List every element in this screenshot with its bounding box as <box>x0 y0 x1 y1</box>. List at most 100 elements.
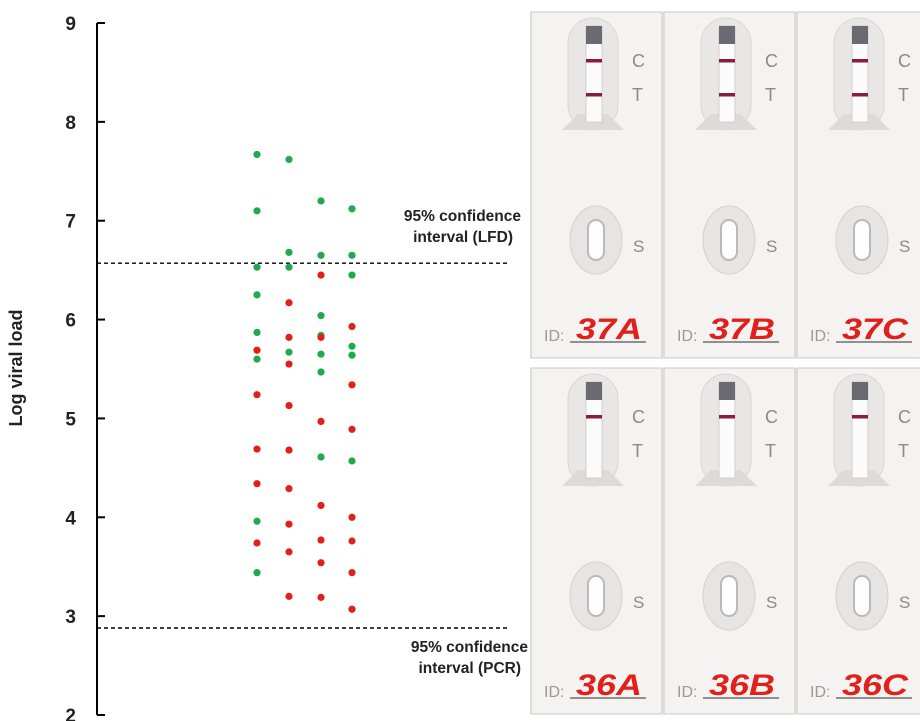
data-point <box>348 381 356 389</box>
sample-label: S <box>766 593 777 612</box>
control-label: C <box>765 407 778 427</box>
test-cassette: CT S ID: 36C <box>796 367 920 715</box>
sample-well <box>587 219 605 261</box>
control-line <box>852 415 868 419</box>
id-prefix: ID: <box>677 328 697 345</box>
y-tick-label-4: 4 <box>65 508 76 529</box>
y-tick-label-6: 6 <box>65 311 76 332</box>
data-point <box>253 328 261 337</box>
y-axis-label: Log viral load <box>6 309 26 426</box>
data-point <box>253 569 261 577</box>
sample-well <box>720 575 738 617</box>
test-line <box>852 93 868 97</box>
data-point <box>317 536 325 544</box>
strip-top <box>586 382 602 400</box>
control-line <box>586 415 602 419</box>
test-cassette: CT S ID: 36A <box>530 367 663 715</box>
strip-top <box>719 382 735 400</box>
confidence-label-line2: interval (LFD) <box>413 229 513 246</box>
data-point <box>285 348 293 356</box>
test-line <box>586 93 602 97</box>
y-tick-label-7: 7 <box>65 212 76 233</box>
data-point <box>285 299 293 307</box>
data-point <box>253 480 261 488</box>
control-label: C <box>898 407 911 427</box>
strip-top <box>719 26 735 44</box>
test-label: T <box>765 441 776 461</box>
data-point <box>317 593 325 601</box>
data-point <box>348 351 356 359</box>
y-tick-label-9: 9 <box>65 14 76 35</box>
test-cassette: CT S ID: 36B <box>663 367 796 715</box>
handwritten-id: 37B <box>709 313 775 346</box>
data-point <box>348 457 356 465</box>
data-point <box>253 391 261 399</box>
y-ticks: 2 3 4 5 6 7 8 9 <box>65 14 105 721</box>
sample-label: S <box>633 593 644 612</box>
test-label: T <box>765 85 776 105</box>
control-line <box>719 59 735 63</box>
y-tick-label-2: 2 <box>65 706 76 721</box>
confidence-label-line1: 95% confidence <box>411 639 529 656</box>
data-point <box>285 360 293 368</box>
data-point <box>253 539 261 547</box>
test-cassette: CT S ID: 37C <box>796 11 920 359</box>
data-point <box>348 322 356 331</box>
y-tick-label-8: 8 <box>65 113 76 134</box>
strip-top <box>586 26 602 44</box>
id-prefix: ID: <box>677 684 697 701</box>
data-point <box>285 333 293 341</box>
data-point <box>253 207 261 215</box>
data-point <box>253 355 261 363</box>
control-line <box>586 59 602 63</box>
test-line <box>719 93 735 97</box>
data-point <box>285 520 293 528</box>
data-point <box>285 263 293 271</box>
sample-well <box>587 575 605 617</box>
id-prefix: ID: <box>544 328 564 345</box>
test-label: T <box>898 441 909 461</box>
data-point <box>348 271 356 279</box>
data-point <box>348 537 356 545</box>
handwritten-id: 36A <box>576 669 642 702</box>
data-point <box>317 333 325 341</box>
data-point <box>348 342 356 350</box>
test-cassette: CT S ID: 37A <box>530 11 663 359</box>
strip-top <box>852 382 868 400</box>
id-prefix: ID: <box>810 684 830 701</box>
handwritten-id: 37C <box>842 313 910 346</box>
data-point <box>317 453 325 461</box>
sample-label: S <box>633 237 644 256</box>
data-point <box>253 346 261 354</box>
test-cassette: CT S ID: 37B <box>663 11 796 359</box>
data-point <box>317 559 325 567</box>
confidence-label-line1: 95% confidence <box>404 208 522 225</box>
control-label: C <box>632 51 645 71</box>
data-point <box>317 197 325 205</box>
data-point <box>348 425 356 433</box>
data-point <box>253 517 261 525</box>
id-prefix: ID: <box>810 328 830 345</box>
data-point <box>317 501 325 510</box>
data-point <box>317 271 325 279</box>
control-label: C <box>632 407 645 427</box>
reference-lines: 95% confidence interval (LFD) 95% confiden… <box>97 208 528 677</box>
data-point <box>317 312 325 320</box>
sample-well <box>853 575 871 617</box>
data-point <box>317 417 325 425</box>
data-point <box>253 445 261 453</box>
test-label: T <box>632 441 643 461</box>
sample-well <box>853 219 871 261</box>
handwritten-id: 36C <box>842 669 910 702</box>
data-point <box>253 150 261 159</box>
data-point <box>348 569 356 577</box>
control-line <box>852 59 868 63</box>
sample-well <box>720 219 738 261</box>
sample-label: S <box>899 593 910 612</box>
data-points <box>253 150 356 613</box>
confidence-label-line2: interval (PCR) <box>419 660 522 677</box>
data-point <box>285 446 293 454</box>
